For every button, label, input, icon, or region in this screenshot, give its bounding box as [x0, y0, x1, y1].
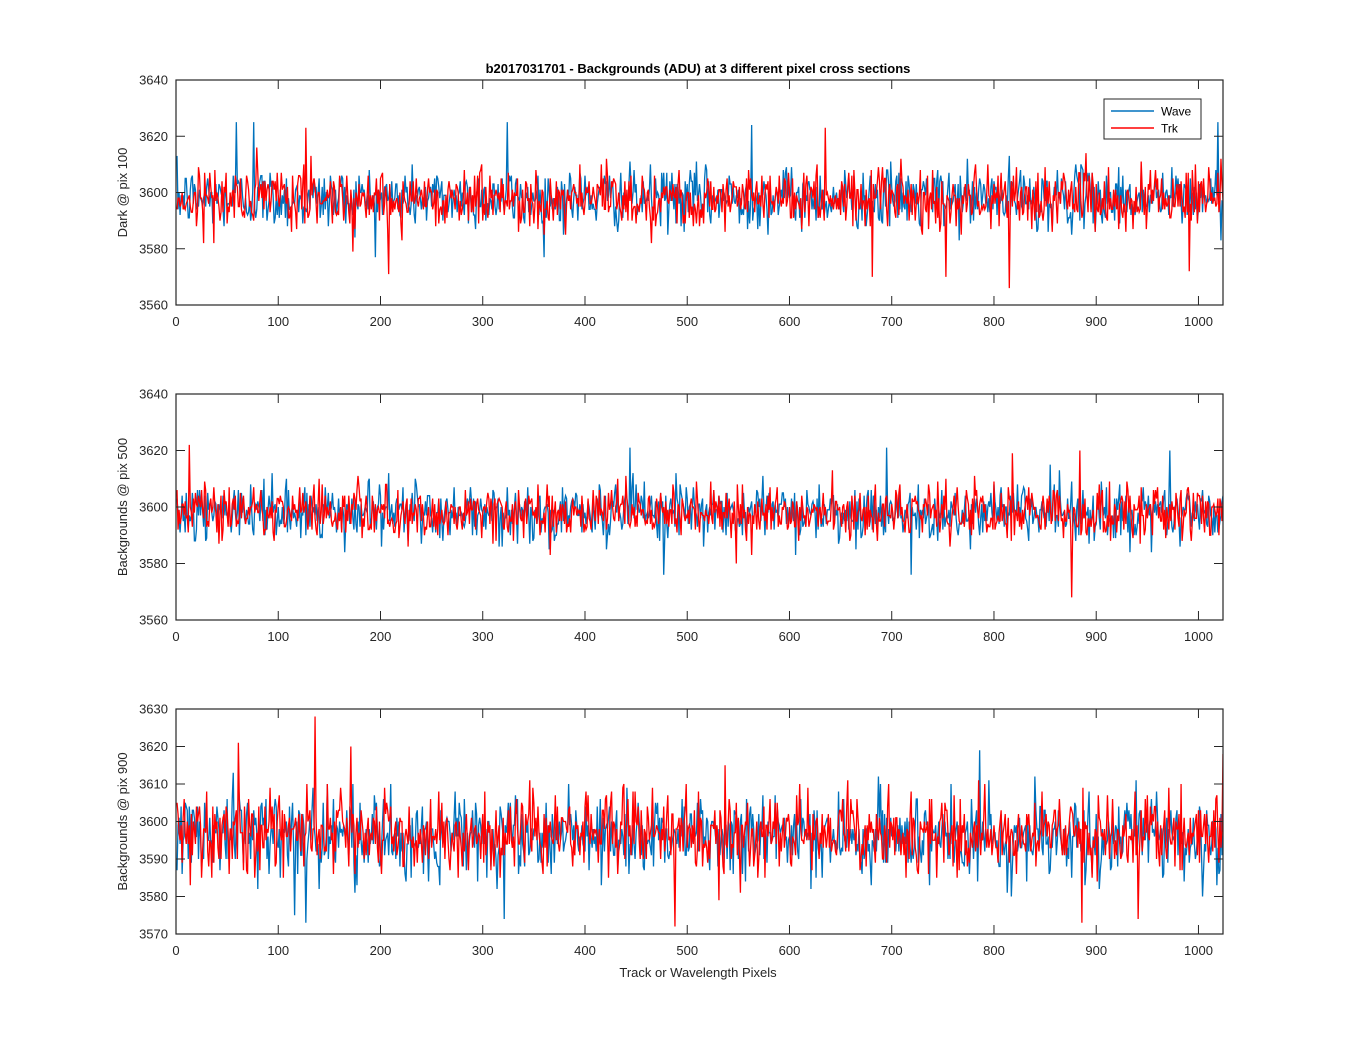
y-axis-label: Backgrounds @ pix 900: [115, 752, 130, 890]
y-tick-label: 3580: [139, 241, 168, 256]
x-tick-label: 0: [172, 943, 179, 958]
x-tick-label: 800: [983, 943, 1005, 958]
x-tick-label: 200: [370, 629, 392, 644]
series-line-trk: [176, 716, 1223, 927]
x-tick-label: 700: [881, 314, 903, 329]
x-tick-label: 200: [370, 943, 392, 958]
x-tick-label: 700: [881, 943, 903, 958]
x-tick-label: 600: [779, 629, 801, 644]
x-tick-label: 300: [472, 314, 494, 329]
y-tick-label: 3620: [139, 129, 168, 144]
y-tick-label: 3570: [139, 927, 168, 942]
x-tick-label: 0: [172, 314, 179, 329]
subplots: 0 100 200 300 400 500 600 700 800 900 100035603580…: [115, 73, 1224, 958]
y-tick-label: 3620: [139, 443, 168, 458]
x-tick-label: 800: [983, 629, 1005, 644]
y-tick-label: 3580: [139, 556, 168, 571]
x-tick-label: 900: [1085, 629, 1107, 644]
legend-label-wave: Wave: [1161, 105, 1192, 119]
subplot-2: 0 100 200 300 400 500 600 700 800 900 1000 3560 3580…: [115, 387, 1224, 644]
x-tick-label: 1000: [1184, 943, 1213, 958]
y-tick-label: 3640: [139, 387, 168, 402]
x-tick-label: 100: [267, 629, 289, 644]
y-tick-label: 3560: [139, 298, 168, 313]
y-tick-label: 3600: [139, 185, 168, 200]
x-tick-label: 100: [267, 943, 289, 958]
y-tick-label: 3590: [139, 852, 168, 867]
x-tick-label: 0: [172, 629, 179, 644]
x-tick-label: 800: [983, 314, 1005, 329]
y-tick-label: 3640: [139, 73, 168, 88]
x-tick-label: 700: [881, 629, 903, 644]
x-tick-label: 100: [267, 314, 289, 329]
x-tick-label: 400: [574, 629, 596, 644]
x-tick-label: 500: [676, 629, 698, 644]
x-tick-label: 500: [676, 943, 698, 958]
legend: Wave Trk: [1103, 98, 1202, 140]
x-tick-label: 300: [472, 629, 494, 644]
y-tick-label: 3610: [139, 777, 168, 792]
legend-label-trk: Trk: [1161, 122, 1179, 136]
y-tick-label: 3580: [139, 889, 168, 904]
x-tick-label: 1000: [1184, 314, 1213, 329]
subplot-3: 0 100 200 300 400 500 600 700 800 900 1000 3570 3580…: [115, 702, 1224, 958]
x-tick-label: 500: [676, 314, 698, 329]
x-tick-label: 300: [472, 943, 494, 958]
figure-title: b2017031701 - Backgrounds (ADU) at 3 dif…: [486, 61, 911, 76]
x-tick-label: 600: [779, 943, 801, 958]
y-tick-label: 3630: [139, 702, 168, 717]
x-tick-label: 200: [370, 314, 392, 329]
y-axis-label: Dark @ pix 100: [115, 148, 130, 238]
x-tick-label: 900: [1085, 314, 1107, 329]
x-tick-label: 900: [1085, 943, 1107, 958]
x-tick-label: 1000: [1184, 629, 1213, 644]
x-tick-label: 600: [779, 314, 801, 329]
series-line-trk: [176, 444, 1223, 598]
y-tick-label: 3620: [139, 739, 168, 754]
y-tick-label: 3600: [139, 814, 168, 829]
x-tick-label: 400: [574, 314, 596, 329]
y-axis-label: Backgrounds @ pix 500: [115, 438, 130, 576]
y-tick-label: 3560: [139, 613, 168, 628]
x-tick-label: 400: [574, 943, 596, 958]
y-tick-label: 3600: [139, 500, 168, 515]
series-line-trk: [176, 127, 1223, 289]
legend-box: [1103, 98, 1202, 140]
subplot-1: 0 100 200 300 400 500 600 700 800 900 1000 3560 3580…: [115, 73, 1224, 329]
x-axis-label: Track or Wavelength Pixels: [619, 965, 777, 980]
